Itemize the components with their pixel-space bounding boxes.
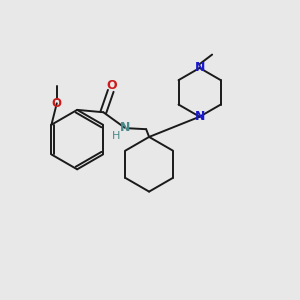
Text: N: N <box>194 110 205 123</box>
Text: O: O <box>52 97 62 110</box>
Text: N: N <box>119 121 130 134</box>
Text: N: N <box>194 61 205 74</box>
Text: H: H <box>112 131 121 141</box>
Text: O: O <box>106 79 117 92</box>
